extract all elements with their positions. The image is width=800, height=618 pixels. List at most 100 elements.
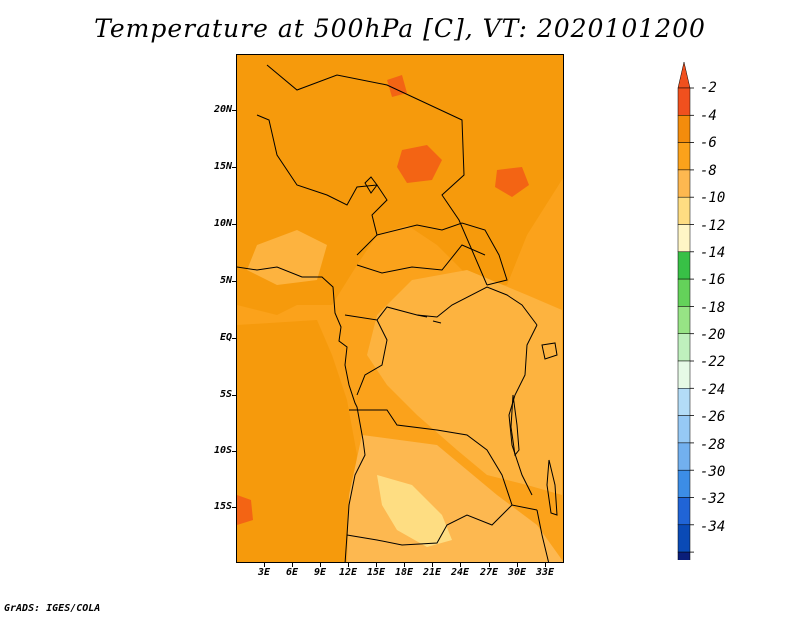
- legend-label: -14: [700, 245, 726, 261]
- lat-label-10s: 10S: [213, 445, 232, 456]
- legend-swatch: [677, 306, 691, 334]
- field-coldest-patch: [377, 475, 452, 547]
- field-hot-chad: [397, 145, 442, 183]
- tick-12e: [348, 563, 349, 567]
- tick-5s: [232, 395, 236, 396]
- map-panel: [236, 54, 564, 563]
- tick-21e: [432, 563, 433, 567]
- legend-swatch: [677, 442, 691, 471]
- lat-label-15s: 15S: [213, 501, 232, 512]
- legend-label: -16: [700, 272, 726, 288]
- lon-label-12e: 12E: [338, 567, 358, 578]
- legend-label: -28: [700, 437, 726, 453]
- legend-label: -26: [700, 409, 726, 425]
- tick-5n: [232, 281, 236, 282]
- legend-swatch: [677, 278, 691, 307]
- legend-label: -4: [700, 108, 717, 124]
- legend-label: -32: [700, 491, 726, 507]
- border-congo-west: [356, 319, 388, 396]
- tick-eq: [232, 338, 236, 339]
- legend-label: -22: [700, 354, 726, 370]
- political-borders: [237, 64, 550, 562]
- legend-label: -12: [700, 218, 726, 234]
- lon-label-9e: 9E: [313, 567, 327, 578]
- lon-label-30e: 30E: [507, 567, 527, 578]
- legend-swatch: [677, 415, 691, 444]
- lon-label-21e: 21E: [422, 567, 442, 578]
- field-hot-sudan: [495, 167, 529, 197]
- lon-label-27e: 27E: [479, 567, 499, 578]
- legend-label: -10: [700, 190, 726, 206]
- lat-label-5s: 5S: [219, 389, 232, 400]
- legend-swatch: [677, 333, 691, 362]
- legend-swatch: [677, 224, 691, 253]
- tick-6e: [292, 563, 293, 567]
- legend-top-arrow: [677, 61, 691, 89]
- coastline: [237, 266, 366, 562]
- legend-label: -24: [700, 382, 726, 398]
- border-angola-drc: [349, 409, 513, 506]
- lon-label-3e: 3E: [257, 567, 271, 578]
- lat-label-eq: EQ: [219, 332, 232, 343]
- lake-chad: [364, 176, 378, 194]
- tick-3e: [264, 563, 265, 567]
- field-cool-congo: [367, 270, 562, 495]
- border-congo-north: [344, 286, 538, 326]
- border-car: [356, 244, 486, 274]
- border-southeast: [536, 509, 550, 562]
- lon-label-18e: 18E: [394, 567, 414, 578]
- tick-10n: [232, 224, 236, 225]
- lat-label-10n: 10N: [213, 218, 232, 229]
- legend-label: -2: [700, 80, 717, 96]
- legend-swatch: [677, 360, 691, 389]
- lat-label-5n: 5N: [219, 275, 232, 286]
- color-legend: [677, 61, 694, 560]
- legend-label: -6: [700, 135, 717, 151]
- tick-15n: [232, 167, 236, 168]
- legend-swatch: [677, 87, 691, 116]
- tick-24e: [460, 563, 461, 567]
- tick-30e: [517, 563, 518, 567]
- chart-title: Temperature at 500hPa [C], VT: 202010120…: [94, 14, 706, 43]
- lon-label-24e: 24E: [450, 567, 470, 578]
- legend-swatch: [677, 115, 691, 143]
- legend-swatch: [677, 169, 691, 198]
- tick-15e: [376, 563, 377, 567]
- credit-text: GrADS: IGES/COLA: [4, 603, 101, 614]
- tick-10s: [232, 451, 236, 452]
- legend-swatch: [677, 142, 691, 171]
- lon-label-15e: 15E: [366, 567, 386, 578]
- legend-label: -18: [700, 300, 726, 316]
- legend-swatch: [677, 524, 691, 553]
- legend-label: -20: [700, 327, 726, 343]
- legend-swatch: [677, 196, 691, 225]
- field-hot-southwest: [237, 495, 253, 525]
- legend-swatch: [677, 497, 691, 526]
- border-north: [266, 64, 488, 286]
- legend-swatch: [677, 251, 691, 280]
- congo-river-marks: [416, 314, 442, 324]
- legend-label: -34: [700, 519, 726, 535]
- temperature-map: [237, 55, 563, 562]
- border-south: [346, 504, 538, 546]
- field-warm-ocean: [237, 320, 357, 562]
- border-car-north: [376, 222, 508, 286]
- legend-label: -8: [700, 163, 717, 179]
- legend-swatch: [677, 469, 691, 498]
- tick-15s: [232, 507, 236, 508]
- field-cool-west: [247, 230, 327, 285]
- lake-tanganyika: [510, 394, 520, 457]
- legend-swatch: [677, 551, 691, 560]
- legend-label: -30: [700, 464, 726, 480]
- tick-27e: [489, 563, 490, 567]
- lon-label-6e: 6E: [285, 567, 299, 578]
- tick-33e: [545, 563, 546, 567]
- tick-18e: [404, 563, 405, 567]
- lake-victoria: [541, 342, 558, 360]
- tick-9e: [320, 563, 321, 567]
- lat-label-15n: 15N: [213, 161, 232, 172]
- lat-label-20n: 20N: [213, 104, 232, 115]
- legend-swatch: [677, 388, 691, 416]
- tick-20n: [232, 110, 236, 111]
- lon-label-33e: 33E: [535, 567, 555, 578]
